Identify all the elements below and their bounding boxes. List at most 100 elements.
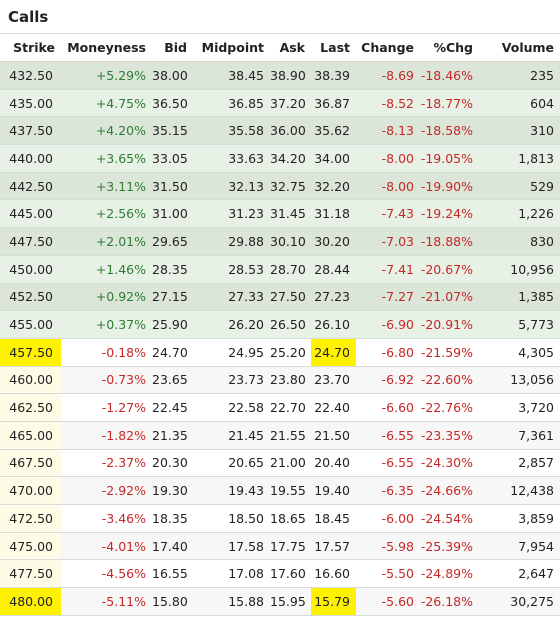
ask-cell: 30.10 [270,227,311,256]
column-header-midpoint[interactable]: Midpoint [193,33,270,62]
table-row[interactable]: 457.50 -0.18% 24.70 24.95 25.20 24.70 -6.80 -21… [0,338,560,367]
change-cell: -7.41 [356,255,420,284]
table-row[interactable]: 437.50 +4.20% 35.15 35.58 36.00 35.62 -8.13 -18… [0,116,560,146]
bid-cell: 17.40 [152,532,193,561]
table-row[interactable]: 440.00 +3.65% 33.05 33.63 34.20 34.00 -8.00 -19… [0,144,560,173]
bid-cell: 29.65 [152,227,193,256]
last-cell: 17.57 [311,532,356,561]
change-cell: -8.13 [356,116,420,146]
midpoint-cell: 22.58 [193,393,270,422]
pct-change-cell: -24.54% [420,504,479,533]
volume-cell: 2,857 [479,449,560,478]
moneyness-cell: +4.75% [61,89,152,118]
pct-change-cell: -19.24% [420,199,479,229]
table-row[interactable]: 462.50 -1.27% 22.45 22.58 22.70 22.40 -6.60 -22… [0,393,560,422]
table-row[interactable]: 452.50 +0.92% 27.15 27.33 27.50 27.23 -7.27 -21… [0,283,560,312]
pct-change-cell: -26.18% [420,587,479,616]
midpoint-cell: 35.58 [193,116,270,146]
column-header-bid[interactable]: Bid [152,33,193,62]
bid-cell: 20.30 [152,449,193,478]
table-row[interactable]: 450.00 +1.46% 28.35 28.53 28.70 28.44 -7.41 -20… [0,255,560,284]
moneyness-cell: +5.29% [61,61,152,90]
volume-cell: 830 [479,227,560,256]
strike-cell: 462.50 [0,393,61,422]
strike-cell: 477.50 [0,559,61,589]
moneyness-cell: +0.37% [61,310,152,339]
change-cell: -6.92 [356,366,420,395]
midpoint-cell: 27.33 [193,283,270,312]
change-cell: -6.60 [356,393,420,422]
moneyness-cell: -1.82% [61,421,152,450]
last-cell: 22.40 [311,393,356,422]
moneyness-cell: -2.37% [61,449,152,478]
table-row[interactable]: 465.00 -1.82% 21.35 21.45 21.55 21.50 -6.55 -23… [0,421,560,450]
table-row[interactable]: 460.00 -0.73% 23.65 23.73 23.80 23.70 -6.92 -22… [0,366,560,395]
volume-cell: 12,438 [479,476,560,505]
midpoint-cell: 19.43 [193,476,270,505]
pct-change-cell: -25.39% [420,532,479,561]
bid-cell: 36.50 [152,89,193,118]
column-header-strike[interactable]: Strike [0,33,61,62]
last-cell: 27.23 [311,283,356,312]
pct-change-cell: -19.90% [420,172,479,201]
strike-cell: 472.50 [0,504,61,533]
table-row[interactable]: 435.00 +4.75% 36.50 36.85 37.20 36.87 -8.52 -18… [0,89,560,118]
midpoint-cell: 20.65 [193,449,270,478]
section-title: Calls [8,8,49,26]
strike-cell: 457.50 [0,338,61,367]
ask-cell: 25.20 [270,338,311,367]
ask-cell: 26.50 [270,310,311,339]
option-chain-table: Strike Moneyness Bid Midpoint Ask Last C… [0,33,560,616]
table-body: 432.50 +5.29% 38.00 38.45 38.90 38.39 -8.69 -18… [0,61,560,616]
last-cell: 15.79 [311,587,356,616]
moneyness-cell: +1.46% [61,255,152,284]
pct-change-cell: -24.66% [420,476,479,505]
column-header-pct-change[interactable]: %Chg [420,33,479,62]
ask-cell: 18.65 [270,504,311,533]
table-row[interactable]: 472.50 -3.46% 18.35 18.50 18.65 18.45 -6.00 -24… [0,504,560,533]
table-row[interactable]: 447.50 +2.01% 29.65 29.88 30.10 30.20 -7.03 -18… [0,227,560,256]
volume-cell: 10,956 [479,255,560,284]
table-row[interactable]: 445.00 +2.56% 31.00 31.23 31.45 31.18 -7.43 -19… [0,199,560,229]
table-row[interactable]: 475.00 -4.01% 17.40 17.58 17.75 17.57 -5.98 -25… [0,532,560,561]
volume-cell: 1,226 [479,199,560,229]
ask-cell: 31.45 [270,199,311,229]
table-row[interactable]: 442.50 +3.11% 31.50 32.13 32.75 32.20 -8.00 -19… [0,172,560,201]
strike-cell: 465.00 [0,421,61,450]
strike-cell: 445.00 [0,199,61,229]
table-row[interactable]: 467.50 -2.37% 20.30 20.65 21.00 20.40 -6.55 -24… [0,449,560,478]
table-row[interactable]: 455.00 +0.37% 25.90 26.20 26.50 26.10 -6.90 -20… [0,310,560,339]
strike-cell: 480.00 [0,587,61,616]
pct-change-cell: -21.07% [420,283,479,312]
pct-change-cell: -19.05% [420,144,479,173]
table-row[interactable]: 470.00 -2.92% 19.30 19.43 19.55 19.40 -6.35 -24… [0,476,560,505]
last-cell: 30.20 [311,227,356,256]
column-header-ask[interactable]: Ask [270,33,311,62]
column-header-volume[interactable]: Volume [479,33,560,62]
pct-change-cell: -18.58% [420,116,479,146]
pct-change-cell: -23.35% [420,421,479,450]
ask-cell: 17.60 [270,559,311,589]
volume-cell: 1,813 [479,144,560,173]
midpoint-cell: 31.23 [193,199,270,229]
column-header-change[interactable]: Change [356,33,420,62]
change-cell: -7.03 [356,227,420,256]
midpoint-cell: 29.88 [193,227,270,256]
moneyness-cell: +2.56% [61,199,152,229]
table-row[interactable]: 477.50 -4.56% 16.55 17.08 17.60 16.60 -5.50 -24… [0,559,560,589]
pct-change-cell: -20.67% [420,255,479,284]
change-cell: -6.55 [356,421,420,450]
last-cell: 32.20 [311,172,356,201]
ask-cell: 37.20 [270,89,311,118]
table-row[interactable]: 480.00 -5.11% 15.80 15.88 15.95 15.79 -5.60 -26… [0,587,560,616]
strike-cell: 437.50 [0,116,61,146]
column-header-last[interactable]: Last [311,33,356,62]
moneyness-cell: -3.46% [61,504,152,533]
pct-change-cell: -18.88% [420,227,479,256]
strike-cell: 432.50 [0,61,61,90]
column-header-moneyness[interactable]: Moneyness [61,33,152,62]
strike-cell: 455.00 [0,310,61,339]
volume-cell: 4,305 [479,338,560,367]
strike-cell: 447.50 [0,227,61,256]
table-row[interactable]: 432.50 +5.29% 38.00 38.45 38.90 38.39 -8.69 -18… [0,61,560,90]
